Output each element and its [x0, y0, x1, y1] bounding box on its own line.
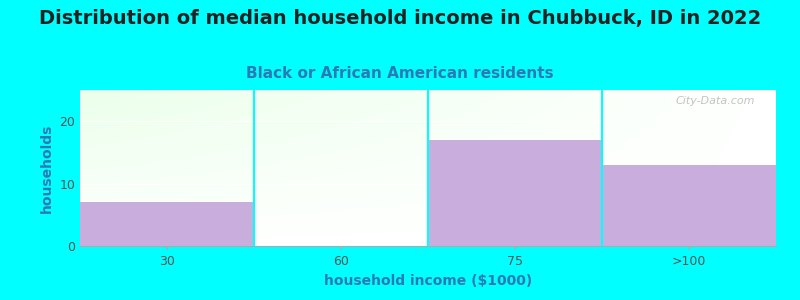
Text: City-Data.com: City-Data.com [676, 96, 755, 106]
Y-axis label: households: households [40, 123, 54, 213]
Text: Distribution of median household income in Chubbuck, ID in 2022: Distribution of median household income … [39, 9, 761, 28]
X-axis label: household income ($1000): household income ($1000) [324, 274, 532, 288]
Text: Black or African American residents: Black or African American residents [246, 66, 554, 81]
Bar [428, 140, 602, 246]
Bar [602, 165, 776, 246]
Bar [80, 202, 254, 246]
